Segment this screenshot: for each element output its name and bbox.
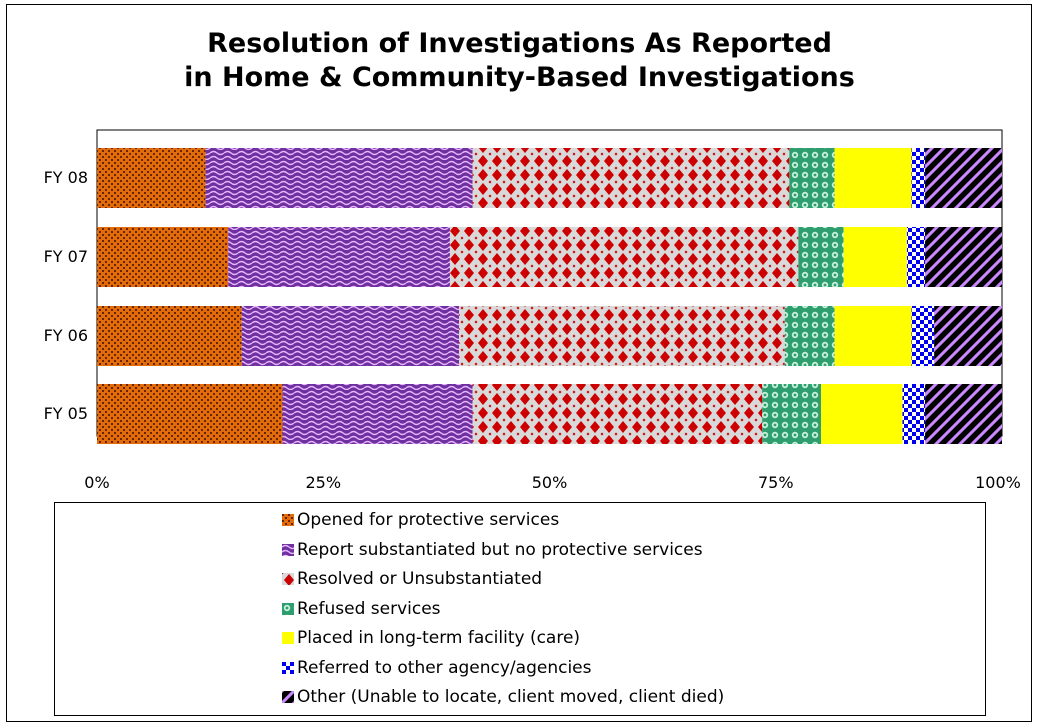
legend-item: Resolved or Unsubstantiated [282,566,542,592]
stacked-bar-chart: FY 08 FY 07 FY 06 FY 05 0% 25% 50% 75% 100% [44,129,1021,492]
legend-swatch [282,543,294,556]
legend-label: Placed in long-term facility (care) [297,628,581,648]
legend-item: Report substantiated but no protective s… [282,537,703,563]
bar-segment-fy07-s0 [97,227,229,287]
bar-segment-fy05-s5 [902,384,926,444]
bar-segment-fy05-s6 [925,384,1002,444]
x-tick-label: 50% [532,473,568,492]
x-axis-tick-labels: 0% 25% 50% 75% 100% [84,473,1021,492]
legend-swatch [282,661,294,674]
bar-segment-fy05-s2 [472,384,763,444]
bar-segment-fy06-s0 [97,306,242,366]
bar-segment-fy08-s6 [925,148,1002,208]
chart-title-line-1: Resolution of Investigations As Reported [207,28,832,59]
legend-swatch [282,691,294,703]
bar-segment-fy07-s3 [798,227,844,287]
category-label: FY 05 [44,404,88,423]
bar-segment-fy06-s5 [911,306,935,366]
x-tick-label: 75% [758,473,794,492]
bar-segment-fy08-s1 [205,148,473,208]
bars-layer [97,148,1002,444]
bar-segment-fy05-s1 [282,384,473,444]
bar-segment-fy08-s3 [789,148,835,208]
bar-segment-fy08-s0 [97,148,206,208]
bar-segment-fy07-s1 [228,227,450,287]
chart-title: Resolution of Investigations As Reported… [0,27,1039,95]
legend-item: Refused services [282,596,441,622]
bar-segment-fy05-s3 [762,384,821,444]
legend-swatch [282,632,294,644]
bar-segment-fy07-s5 [906,227,926,287]
category-label: FY 07 [44,247,88,266]
category-label: FY 08 [44,168,88,187]
legend-item: Referred to other agency/agencies [282,655,591,681]
category-labels: FY 08 FY 07 FY 06 FY 05 [44,168,88,423]
bar-segment-fy07-s2 [449,227,799,287]
bar-segment-fy07-s6 [925,227,1002,287]
legend-label: Referred to other agency/agencies [297,657,592,678]
category-label: FY 06 [44,326,88,345]
legend-label: Refused services [297,598,441,619]
bar-segment-fy06-s3 [784,306,835,366]
legend-swatch [282,514,294,526]
bar-segment-fy06-s6 [934,306,1002,366]
bar-segment-fy06-s2 [459,306,785,366]
bar-segment-fy08-s5 [911,148,926,208]
legend-item: Placed in long-term facility (care) [282,625,580,651]
bar-segment-fy05-s4 [821,384,903,444]
legend-item: Other (Unable to locate, client moved, c… [282,684,724,710]
bar-segment-fy06-s4 [834,306,912,366]
x-tick-label: 100% [975,473,1021,492]
legend-label: Other (Unable to locate, client moved, c… [297,687,725,707]
legend-swatch [282,602,294,615]
legend-swatch [282,573,294,585]
bar-segment-fy07-s4 [843,227,907,287]
x-tick-label: 25% [305,473,341,492]
chart-legend: Opened for protective services Report sub… [54,502,986,716]
x-tick-label: 0% [84,473,109,492]
bar-segment-fy06-s1 [241,306,459,366]
bar-segment-fy05-s0 [97,384,283,444]
chart-title-line-2: in Home & Community-Based Investigations [184,62,855,93]
legend-label: Resolved or Unsubstantiated [297,569,543,589]
bar-segment-fy08-s2 [472,148,790,208]
legend-item: Opened for protective services [282,507,559,533]
legend-label: Report substantiated but no protective s… [297,539,703,560]
legend-label: Opened for protective services [297,510,560,530]
bar-segment-fy08-s4 [834,148,912,208]
